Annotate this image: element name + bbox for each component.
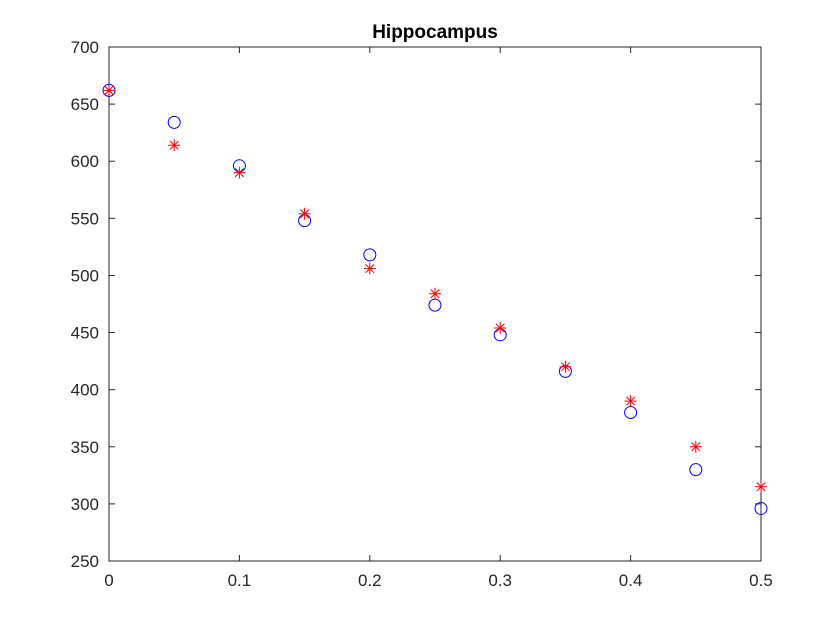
data-point-asterisk [103, 84, 115, 97]
y-tick-label: 650 [71, 95, 99, 114]
y-tick-label: 350 [71, 438, 99, 457]
x-tick-label: 0.5 [749, 571, 773, 590]
data-point-asterisk [168, 139, 181, 152]
y-tick-label: 700 [71, 38, 99, 57]
data-point-asterisk [429, 287, 441, 300]
x-axis: 0 0.1 0.2 0.3 0.4 0.5 [104, 47, 773, 590]
data-point-asterisk [363, 262, 376, 275]
data-point-circle [363, 248, 377, 262]
x-tick-label: 0.3 [488, 571, 512, 590]
data-point-asterisk [755, 480, 767, 493]
data-point-asterisk [624, 395, 637, 408]
data-markers [102, 83, 768, 515]
data-point-circle [167, 115, 181, 129]
y-axis: 250 300 350 400 450 500 550 600 650 700 [71, 38, 761, 571]
y-tick-label: 500 [71, 266, 99, 285]
y-tick-label: 250 [71, 552, 99, 571]
x-tick-label: 0.2 [358, 571, 382, 590]
y-tick-label: 450 [71, 324, 99, 343]
y-tick-label: 550 [71, 209, 99, 228]
y-tick-label: 600 [71, 152, 99, 171]
x-tick-label: 0.4 [619, 571, 643, 590]
data-point-asterisk [298, 207, 311, 220]
y-tick-label: 300 [71, 495, 99, 514]
data-point-circle [754, 501, 768, 515]
data-point-asterisk [559, 360, 572, 373]
data-point-circle [689, 463, 703, 477]
data-point-asterisk [233, 166, 246, 179]
x-tick-label: 0.1 [228, 571, 252, 590]
plot-area [108, 46, 762, 562]
data-point-asterisk [689, 440, 702, 453]
chart-title: Hippocampus [372, 22, 498, 43]
y-tick-label: 400 [71, 381, 99, 400]
x-tick-label: 0 [104, 571, 113, 590]
data-point-asterisk [494, 321, 507, 334]
